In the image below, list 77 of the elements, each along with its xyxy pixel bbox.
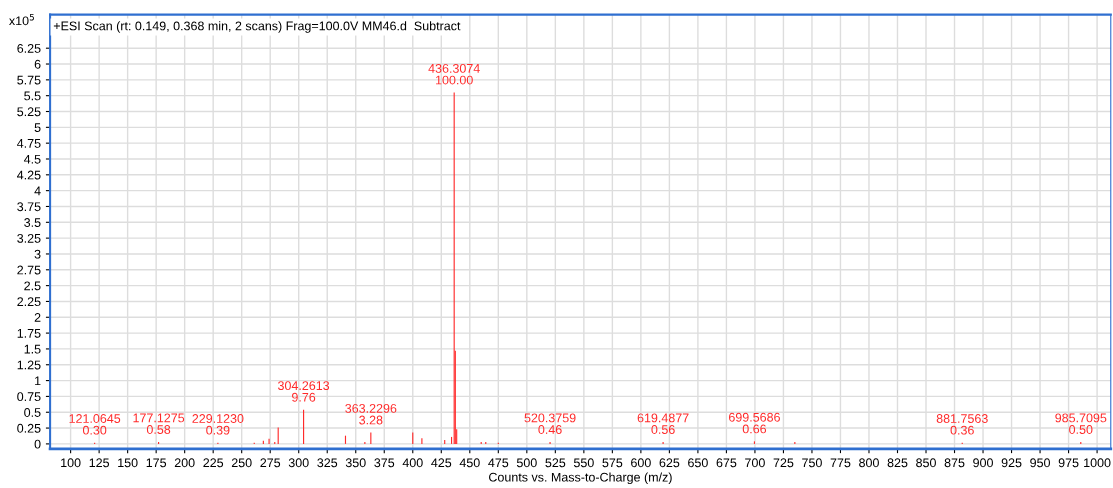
y-tick-label: 0: [34, 439, 41, 449]
chart-title: +ESI Scan (rt: 0.149, 0.368 min, 2 scans) Frag=100.0V MM46.d Subtract: [53, 21, 461, 33]
x-tick-label: 500: [516, 458, 537, 468]
x-tick-label: 475: [488, 458, 509, 468]
x-tick-label: 425: [431, 458, 452, 468]
y-tick-label: 5.75: [17, 75, 41, 85]
y-tick-label: 3: [34, 249, 41, 259]
x-tick-label: 750: [802, 458, 822, 468]
y-tick-label: 4.5: [23, 154, 41, 164]
x-tick-label: 350: [345, 458, 366, 468]
annotation: 229.1230 0.39: [192, 414, 244, 435]
y-tick-label: 0.5: [24, 408, 41, 417]
y-tick-label: 3.5: [24, 218, 41, 227]
annotation: 304.2613 9.76: [277, 381, 330, 402]
x-tick-label: 650: [688, 458, 708, 468]
y-tick-label: 1.5: [24, 344, 41, 354]
x-tick-label: 975: [1058, 458, 1079, 468]
y-tick-label: 2.75: [17, 265, 41, 275]
x-tick-label: 550: [573, 458, 594, 468]
x-tick-label: 575: [602, 458, 623, 468]
x-tick-label: 725: [773, 458, 794, 468]
y-tick-label: 6: [34, 59, 41, 69]
x-tick-label: 825: [887, 458, 908, 468]
x-tick-label: 325: [317, 458, 338, 468]
annotation: 520.3759 0.46: [524, 413, 576, 434]
x-tick-label: 150: [118, 458, 138, 468]
x-tick-label: 600: [631, 458, 651, 468]
y-tick-label: 1: [35, 376, 41, 386]
y-tick-label: 5: [34, 123, 41, 132]
y-axis-title: x10$^{5}$: [9, 13, 34, 26]
x-tick-label: 225: [203, 458, 224, 468]
y-tick-label: 3.25: [17, 233, 41, 243]
y-tick-label: 1.75: [17, 329, 41, 338]
x-tick-label: 625: [659, 458, 680, 468]
x-tick-label: 900: [973, 458, 993, 468]
y-tick-label: 1.25: [17, 360, 41, 370]
y-tick-label: 4: [34, 186, 41, 196]
x-tick-label: 175: [146, 458, 167, 468]
y-tick-label: 3.75: [17, 202, 41, 212]
x-tick-label: 450: [459, 458, 480, 468]
y-tick-label: 4.75: [17, 139, 41, 148]
x-axis-title: Counts vs. Mass-to-Charge (m/z): [489, 472, 672, 485]
y-tick-label: 0.25: [17, 423, 41, 433]
y-tick-label: 4.25: [17, 170, 41, 180]
y-tick-label: 2: [34, 313, 41, 322]
x-tick-label: 375: [374, 458, 395, 468]
x-tick-label: 875: [944, 458, 965, 468]
x-tick-label: 1000: [1084, 458, 1111, 468]
y-tick-label: 2.5: [24, 281, 41, 291]
annotation: 177.1275 0.58: [133, 413, 185, 434]
x-tick-label: 950: [1030, 458, 1050, 468]
x-tick-label: 250: [231, 458, 252, 468]
x-tick-label: 675: [716, 458, 737, 468]
annotation: 699.5686 0.66: [729, 412, 780, 434]
y-tick-label: 2.25: [17, 297, 41, 307]
annotation: 881.7563 0.36: [936, 414, 988, 435]
x-tick-label: 850: [916, 458, 936, 468]
x-tick-label: 700: [745, 458, 765, 468]
annotation: 363.2296 3.28: [345, 403, 397, 425]
x-tick-label: 200: [174, 458, 195, 468]
y-tick-label: 5.5: [24, 91, 41, 101]
x-tick-label: 925: [1001, 458, 1022, 468]
x-tick-label: 400: [402, 458, 423, 468]
y-tick-label: 5.25: [17, 107, 41, 117]
x-tick-label: 125: [89, 458, 110, 468]
x-tick-label: 275: [260, 458, 281, 468]
annotation: 619.4877 0.56: [637, 413, 689, 434]
annotation: 121.0645 0.30: [69, 414, 121, 435]
x-tick-label: 775: [830, 458, 851, 468]
annotation: 436.3074 100.00: [428, 63, 480, 85]
y-tick-label: 6.25: [17, 44, 41, 53]
x-tick-label: 525: [545, 458, 566, 468]
x-tick-label: 100: [61, 458, 81, 468]
x-tick-label: 800: [859, 458, 879, 468]
y-tick-label: 0.75: [17, 392, 41, 402]
x-tick-label: 300: [288, 458, 309, 468]
annotation: 985.7095 0.50: [1055, 413, 1107, 434]
